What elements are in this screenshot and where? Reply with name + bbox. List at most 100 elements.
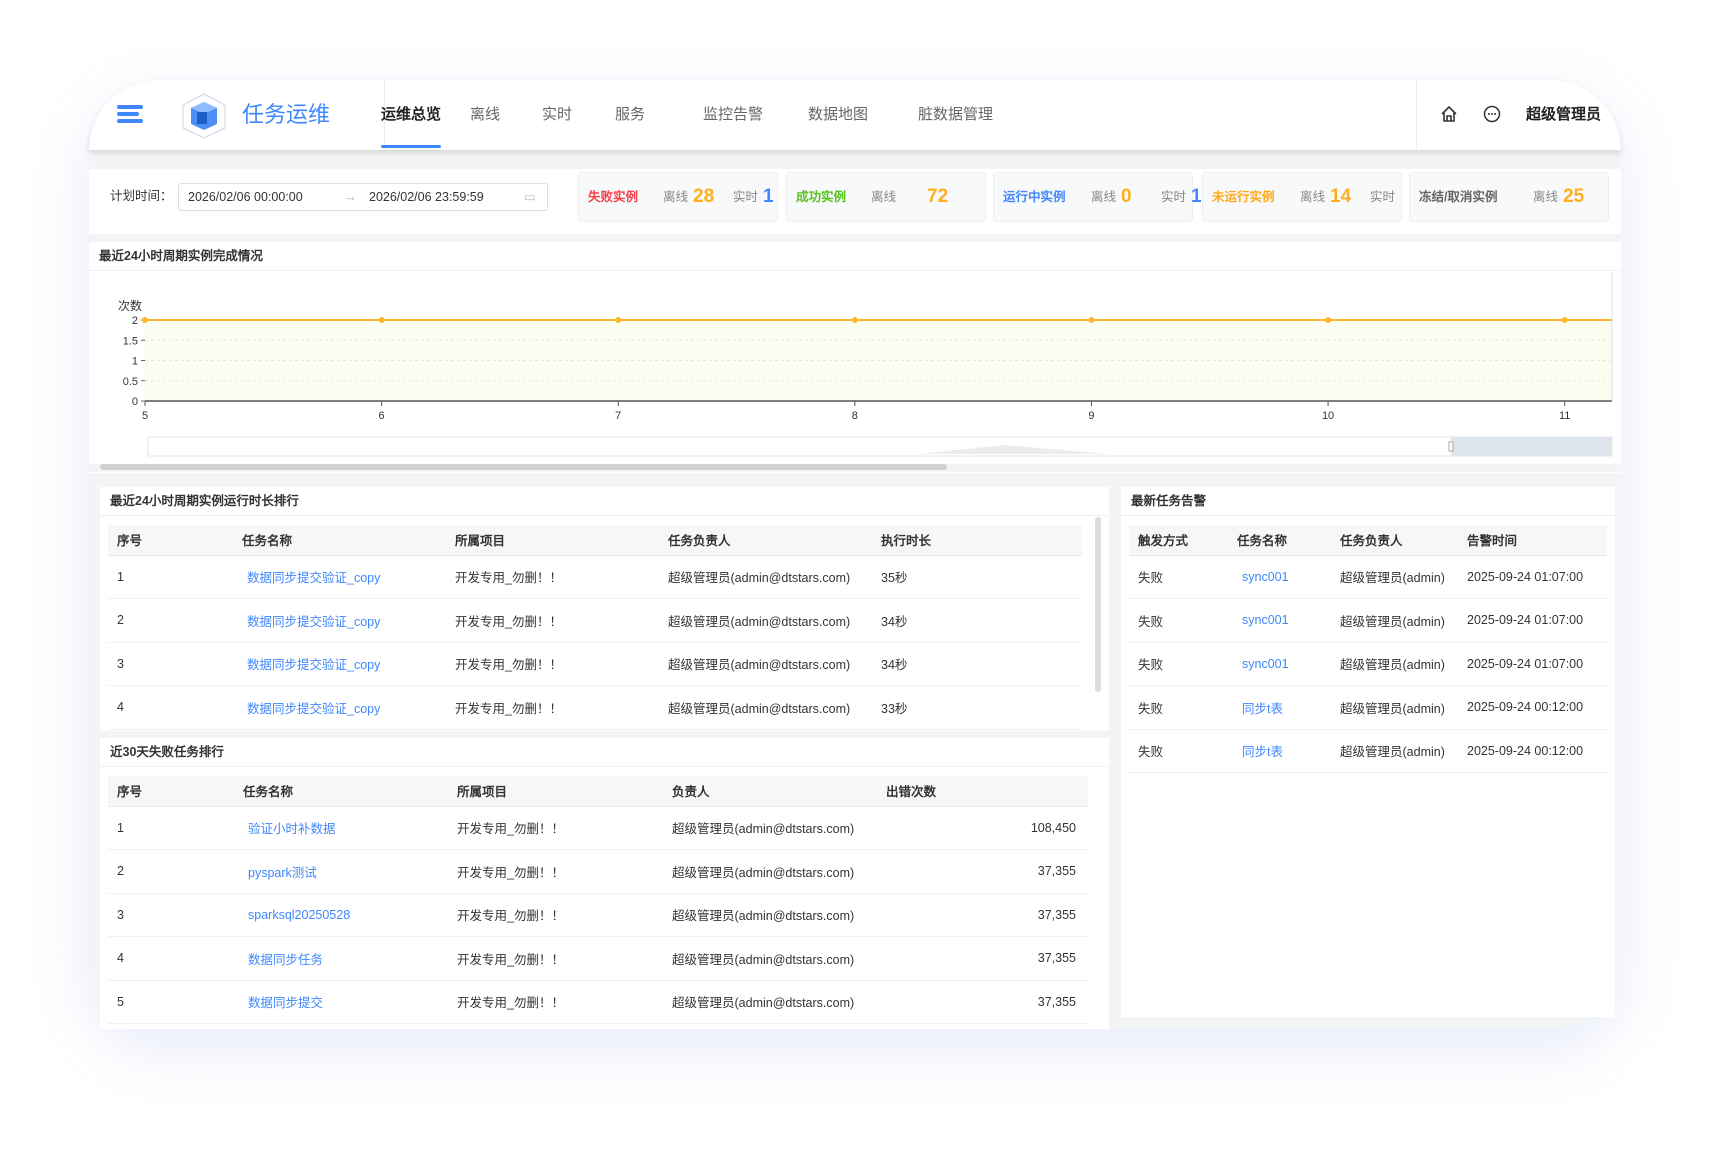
data-point <box>851 317 858 323</box>
date-range-picker[interactable]: 2026/02/06 00:00:00 → 2026/02/06 23:59:5… <box>178 183 548 211</box>
table-cell: 超级管理员(admin) <box>1331 555 1458 599</box>
task-name-link[interactable]: 验证小时补数据 <box>234 806 448 850</box>
task-name-link[interactable]: sparksql20250528 <box>234 893 448 937</box>
calendar-icon[interactable]: ▭ <box>524 190 536 204</box>
column-header[interactable]: 出错次数 <box>877 776 1088 807</box>
column-header[interactable]: 所属项目 <box>446 525 659 556</box>
table-row[interactable]: 4 数据同步提交验证_copy 开发专用_勿删！！ 超级管理员(admin@dtsta… <box>108 685 1082 730</box>
column-header[interactable]: 任务负责人 <box>1331 525 1458 556</box>
task-name-link[interactable]: sync001 <box>1228 598 1331 643</box>
table-row[interactable]: 失败 sync001 超级管理员(admin) 2025-09-24 01:07:00 <box>1129 555 1607 599</box>
table-header: 序号 任务名称 所属项目 负责人 出错次数 <box>108 776 1088 807</box>
table-row[interactable]: 3 数据同步提交验证_copy 开发专用_勿删！！ 超级管理员(admin@dtsta… <box>108 642 1082 686</box>
table-row[interactable]: 失败 同步t表 超级管理员(admin) 2025-09-24 00:12:00 <box>1129 729 1607 773</box>
table-row[interactable]: 失败 sync001 超级管理员(admin) 2025-09-24 01:07:00 <box>1129 598 1607 643</box>
offline-count: 72 <box>927 186 949 207</box>
realtime-label: 实时 <box>1161 190 1187 204</box>
task-name-link[interactable]: sync001 <box>1228 642 1331 686</box>
y-tick-label: 0 <box>132 396 138 408</box>
nav-tab[interactable]: 数据地图 <box>808 106 869 123</box>
task-name-link[interactable]: 数据同步提交验证_copy <box>233 642 446 686</box>
filter-label: 计划时间： <box>110 189 173 203</box>
column-header[interactable]: 负责人 <box>663 776 877 807</box>
column-header[interactable]: 任务名称 <box>1228 525 1331 556</box>
table-row[interactable]: 2 pyspark测试 开发专用_勿删！！ 超级管理员(admin@dtstars.c… <box>108 849 1088 894</box>
column-header[interactable]: 序号 <box>108 776 234 807</box>
column-header[interactable]: 序号 <box>108 525 233 556</box>
stat-title: 运行中实例 <box>1003 190 1066 204</box>
nav-tab[interactable]: 实时 <box>542 106 573 123</box>
column-header[interactable]: 执行时长 <box>872 525 1082 556</box>
table-row[interactable]: 4 数据同步任务 开发专用_勿删！！ 超级管理员(admin@dtstars.com)… <box>108 936 1088 981</box>
horizontal-scrollbar[interactable] <box>89 464 1621 472</box>
table-row[interactable]: 2 数据同步提交验证_copy 开发专用_勿删！！ 超级管理员(admin@dtsta… <box>108 598 1082 643</box>
table-row[interactable]: 失败 sync001 超级管理员(admin) 2025-09-24 01:07:00 <box>1129 642 1607 686</box>
menu-icon[interactable] <box>117 105 143 123</box>
column-header[interactable]: 任务名称 <box>234 776 448 807</box>
alerts-table: 触发方式 任务名称 任务负责人 告警时间 失败 sync001 超级管理员(admin) 20… <box>1129 525 1607 773</box>
table-header: 序号 任务名称 所属项目 任务负责人 执行时长 <box>108 525 1082 556</box>
task-name-link[interactable]: 同步t表 <box>1228 729 1331 773</box>
table-row[interactable]: 1 验证小时补数据 开发专用_勿删！！ 超级管理员(admin@dtstars.com… <box>108 806 1088 850</box>
task-name-link[interactable]: sync001 <box>1228 555 1331 599</box>
table-cell: 开发专用_勿删！！ <box>446 642 659 686</box>
stat-card[interactable]: 未运行实例 离线 14 实时 <box>1202 172 1402 222</box>
table-cell: 34秒 <box>872 642 1082 686</box>
alerts-panel: 最新任务告警 触发方式 任务名称 任务负责人 告警时间 失败 sync001 超级管理员(a… <box>1121 487 1615 1017</box>
table-row[interactable]: 1 数据同步提交验证_copy 开发专用_勿删！！ 超级管理员(admin@dtsta… <box>108 555 1082 599</box>
panel-title: 最近24小时周期实例完成情况 <box>89 242 1621 271</box>
task-name-link[interactable]: 数据同步提交验证_copy <box>233 555 446 599</box>
datazoom-slider[interactable] <box>147 436 1613 457</box>
data-point <box>1561 317 1568 323</box>
column-header[interactable]: 触发方式 <box>1129 525 1228 556</box>
user-menu[interactable]: 超级管理员 <box>1526 106 1602 123</box>
nav-tab[interactable]: 离线 <box>470 106 501 123</box>
data-point <box>615 317 622 323</box>
stat-card[interactable]: 冻结/取消实例 离线 25 <box>1409 172 1609 222</box>
nav-tab[interactable]: 服务 <box>615 106 646 123</box>
offline-label: 离线 <box>663 190 689 204</box>
nav-tab[interactable]: 脏数据管理 <box>918 106 994 123</box>
task-name-link[interactable]: 数据同步提交 <box>234 980 448 1024</box>
left-column: 最近24小时周期实例运行时长排行 序号 任务名称 所属项目 任务负责人 执行时长 1 数据同… <box>100 487 1109 1029</box>
table-cell: 失败 <box>1129 729 1228 773</box>
datazoom-window[interactable] <box>1451 437 1612 456</box>
task-name-link[interactable]: pyspark测试 <box>234 849 448 894</box>
datazoom-handle[interactable] <box>1448 441 1454 452</box>
table-cell: 37,355 <box>877 893 1088 937</box>
scrollbar-thumb[interactable] <box>100 464 947 470</box>
task-name-link[interactable]: 同步t表 <box>1228 685 1331 730</box>
x-tick-label: 9 <box>1088 410 1094 422</box>
task-name-link[interactable]: 数据同步任务 <box>234 936 448 981</box>
end-date[interactable]: 2026/02/06 23:59:59 <box>369 190 484 204</box>
table-cell: 2025-09-24 01:07:00 <box>1458 642 1607 686</box>
home-icon[interactable] <box>1440 105 1458 123</box>
table-cell: 33秒 <box>872 685 1082 730</box>
table-cell: 失败 <box>1129 642 1228 686</box>
table-row[interactable]: 5 数据同步提交 开发专用_勿删！！ 超级管理员(admin@dtstars.com)… <box>108 980 1088 1024</box>
table-cell: 超级管理员(admin@dtstars.com) <box>663 806 877 850</box>
column-header[interactable]: 告警时间 <box>1458 525 1607 556</box>
stat-card[interactable]: 运行中实例 离线 0 实时 1 <box>993 172 1202 222</box>
column-header[interactable]: 任务负责人 <box>659 525 872 556</box>
table-row[interactable]: 3 sparksql20250528 开发专用_勿删！！ 超级管理员(admin@dt… <box>108 893 1088 937</box>
data-point <box>142 317 148 323</box>
column-header[interactable]: 任务名称 <box>233 525 446 556</box>
column-header[interactable]: 所属项目 <box>448 776 663 807</box>
message-icon[interactable] <box>1483 105 1501 123</box>
offline-count: 0 <box>1121 186 1132 207</box>
table-cell: 108,450 <box>877 806 1088 850</box>
table-cell: 2025-09-24 01:07:00 <box>1458 555 1607 599</box>
stat-card[interactable]: 成功实例 离线 72 <box>786 172 986 222</box>
vertical-scrollbar[interactable] <box>1095 517 1101 692</box>
start-date[interactable]: 2026/02/06 00:00:00 <box>188 190 303 204</box>
task-name-link[interactable]: 数据同步提交验证_copy <box>233 598 446 643</box>
stat-card[interactable]: 失败实例 离线 28 实时 1 <box>578 172 778 222</box>
y-tick-label: 0.5 <box>123 376 138 388</box>
nav-tab[interactable]: 运维总览 <box>381 80 442 150</box>
nav-tab[interactable]: 监控告警 <box>703 106 764 123</box>
table-row[interactable]: 失败 同步t表 超级管理员(admin) 2025-09-24 00:12:00 <box>1129 685 1607 730</box>
offline-label: 离线 <box>1091 190 1117 204</box>
task-name-link[interactable]: 数据同步提交验证_copy <box>233 685 446 730</box>
panel-title: 近30天失败任务排行 <box>100 738 1109 767</box>
